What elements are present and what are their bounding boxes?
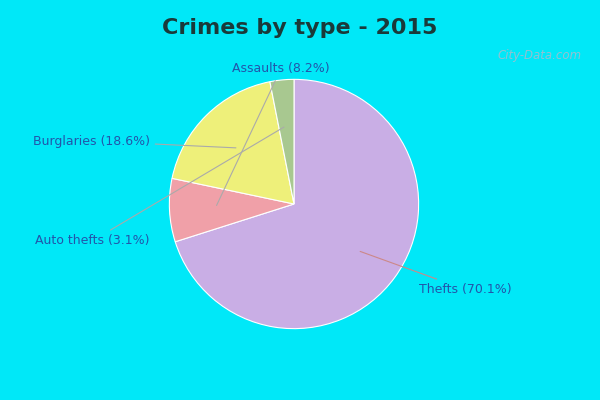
Text: Assaults (8.2%): Assaults (8.2%): [217, 62, 329, 206]
Text: Crimes by type - 2015: Crimes by type - 2015: [163, 18, 437, 38]
Wedge shape: [172, 82, 294, 204]
Text: Thefts (70.1%): Thefts (70.1%): [360, 252, 511, 296]
Wedge shape: [175, 79, 419, 329]
Wedge shape: [270, 79, 294, 204]
Text: Auto thefts (3.1%): Auto thefts (3.1%): [35, 127, 284, 247]
Text: City-Data.com: City-Data.com: [498, 50, 582, 62]
Text: Burglaries (18.6%): Burglaries (18.6%): [32, 134, 236, 148]
Wedge shape: [169, 178, 294, 242]
